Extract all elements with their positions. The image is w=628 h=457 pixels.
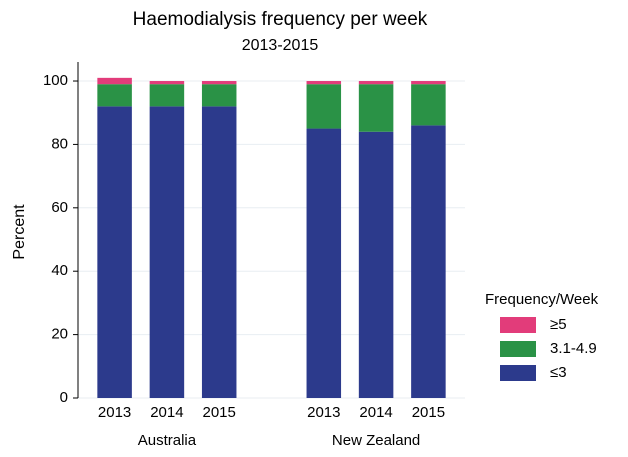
bar-segment [97,84,132,107]
x-tick-label: 2014 [359,404,392,421]
x-tick-label: 2013 [307,404,340,421]
bar-segment [149,84,185,107]
chart-title: Haemodialysis frequency per week [133,9,428,30]
bar-segment [149,81,185,85]
group-label: New Zealand [332,432,420,449]
bar-segment [201,106,237,399]
bar-segment [306,128,342,398]
bar-segment [358,131,394,399]
y-axis-label: Percent [11,204,28,260]
legend-swatch [500,341,536,357]
x-tick-label: 2015 [412,404,445,421]
bar-segment [358,84,394,132]
y-tick-label: 80 [51,135,68,152]
bar-segment [411,81,446,85]
legend-label: ≤3 [550,364,567,381]
bar-segment [97,77,132,85]
bar-segment [97,106,132,399]
bar-segment [201,84,237,107]
y-tick-label: 100 [43,72,68,89]
x-tick-label: 2015 [203,404,236,421]
x-tick-label: 2014 [150,404,183,421]
bar-segment [411,84,446,126]
chart-subtitle: 2013-2015 [242,37,319,54]
bar-segment [306,81,342,85]
legend-swatch [500,317,536,333]
bar-segment [201,81,237,85]
legend-label: ≥5 [550,316,567,333]
legend-title: Frequency/Week [485,291,599,308]
bar-segment [306,84,342,129]
group-label: Australia [138,432,197,449]
y-tick-label: 40 [51,262,68,279]
x-tick-label: 2013 [98,404,131,421]
bar-segment [411,125,446,398]
legend-label: 3.1-4.9 [550,340,597,357]
y-tick-label: 20 [51,326,68,343]
y-tick-label: 60 [51,199,68,216]
legend-swatch [500,365,536,381]
y-tick-label: 0 [60,389,68,406]
bar-segment [149,106,185,399]
bar-segment [358,81,394,85]
